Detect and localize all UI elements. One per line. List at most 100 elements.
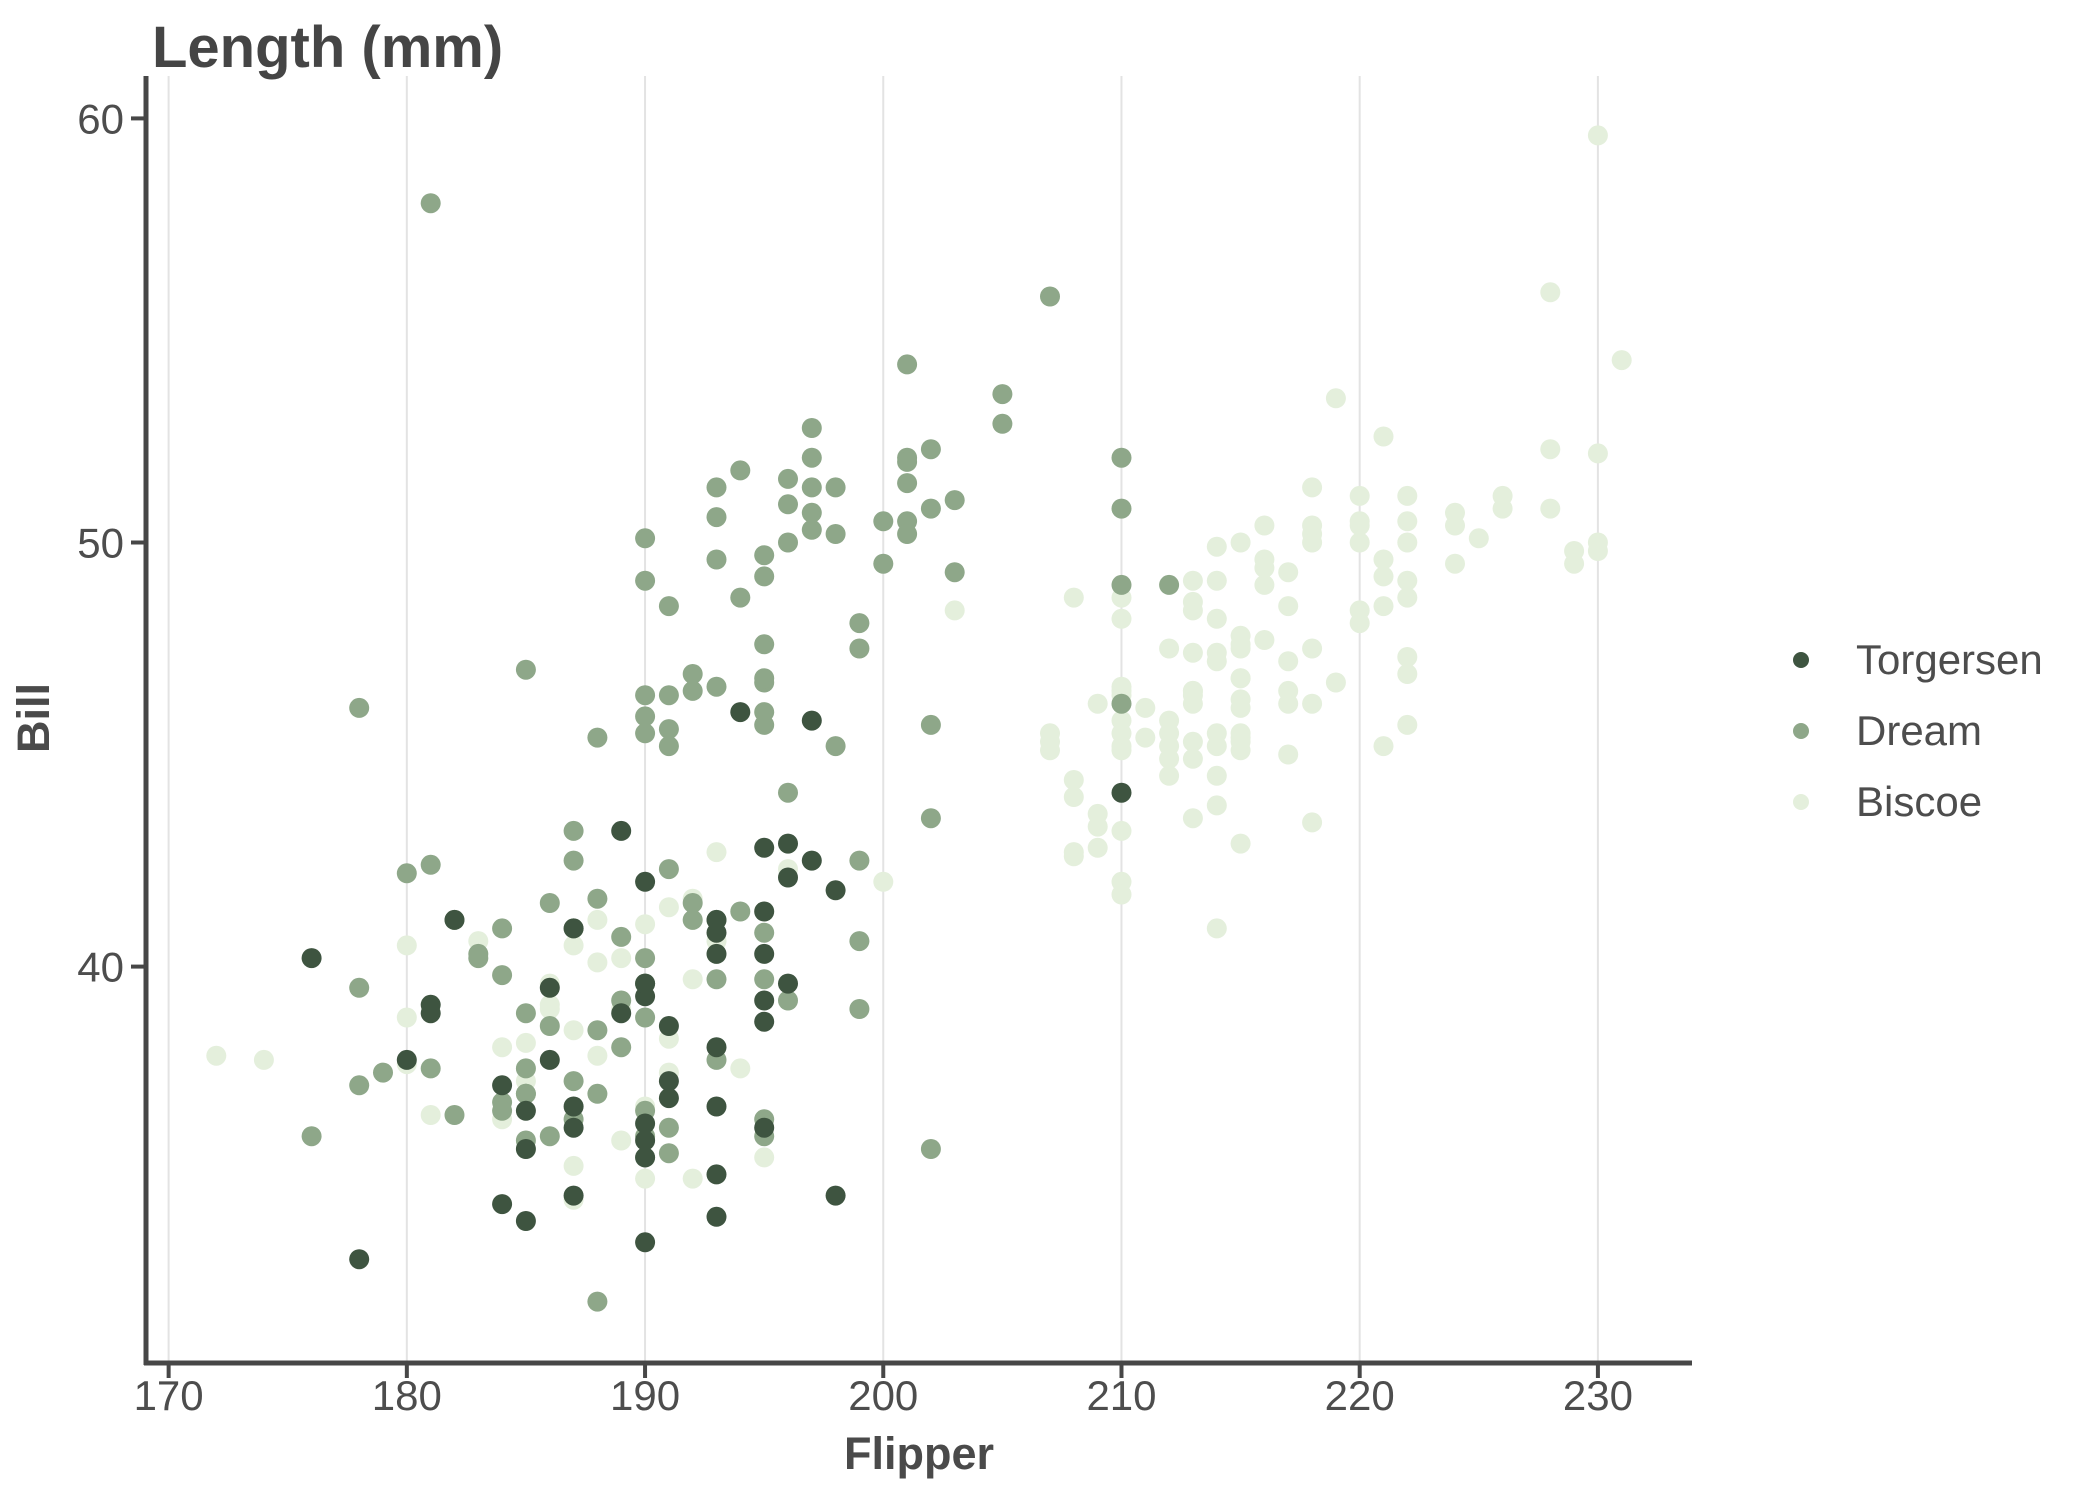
data-point-biscoe [635, 1168, 656, 1189]
data-point-torgersen [706, 922, 727, 943]
data-point-dream [420, 193, 441, 214]
data-point-dream [539, 1016, 560, 1036]
data-point-dream [754, 668, 775, 689]
data-point-dream [635, 528, 656, 549]
data-point-biscoe [1397, 647, 1418, 667]
data-point-biscoe [1349, 613, 1370, 634]
data-point-dream [658, 685, 679, 706]
data-point-dream [539, 893, 560, 913]
legend-item-label: Dream [1856, 706, 1983, 754]
data-point-torgersen [706, 1096, 727, 1117]
data-point-dream [944, 562, 965, 583]
data-point-biscoe [1587, 125, 1608, 146]
data-point-torgersen [730, 702, 751, 723]
data-point-dream [1040, 286, 1060, 307]
data-point-torgersen [1111, 782, 1132, 803]
data-point-torgersen [611, 820, 632, 841]
data-point-biscoe [1373, 596, 1394, 617]
data-point-biscoe [1159, 748, 1180, 769]
data-point-biscoe [1111, 884, 1132, 905]
data-point-torgersen [515, 1100, 536, 1121]
data-point-biscoe [1111, 820, 1132, 841]
data-point-biscoe [1159, 638, 1180, 659]
chart-title: Length (mm) [152, 15, 504, 80]
data-point-torgersen [754, 990, 775, 1011]
data-point-biscoe [706, 842, 727, 863]
y-tick-label-40: 40 [77, 944, 124, 991]
data-point-biscoe [1135, 727, 1156, 748]
data-point-biscoe [1587, 443, 1608, 464]
legend-swatch-icon [1793, 722, 1809, 739]
data-point-torgersen [444, 909, 465, 930]
data-point-dream [778, 782, 798, 803]
data-point-dream [682, 909, 703, 930]
data-point-biscoe [1063, 587, 1084, 608]
x-axis-title: Flipper [843, 1428, 995, 1479]
data-point-dream [730, 587, 751, 608]
data-point-dream [730, 460, 751, 481]
data-point-torgersen [801, 710, 822, 731]
data-point-biscoe [1230, 723, 1251, 744]
legend-item-label: Biscoe [1856, 777, 1983, 825]
data-point-dream [492, 1100, 513, 1121]
data-point-dream [754, 969, 775, 990]
data-point-biscoe [1492, 485, 1513, 506]
data-point-torgersen [778, 867, 798, 888]
data-point-torgersen [611, 1003, 632, 1024]
data-point-torgersen [563, 918, 584, 939]
data-point-torgersen [778, 973, 798, 994]
data-point-biscoe [1087, 803, 1108, 824]
data-point-biscoe [944, 600, 965, 621]
data-point-biscoe [1063, 770, 1084, 790]
data-point-biscoe [635, 914, 656, 935]
data-point-biscoe [1206, 795, 1227, 816]
data-point-torgersen [563, 1096, 584, 1117]
data-point-dream [706, 549, 727, 570]
data-point-dream [682, 893, 703, 913]
data-point-dream [515, 1083, 536, 1104]
data-point-biscoe [1349, 532, 1370, 553]
data-point-biscoe [1445, 515, 1465, 536]
data-point-biscoe [206, 1045, 227, 1066]
data-point-dream [897, 451, 918, 472]
data-point-biscoe [1397, 511, 1418, 532]
data-point-dream [492, 965, 513, 986]
data-point-dream [920, 808, 941, 829]
data-point-torgersen [658, 1088, 679, 1109]
x-tick-label-170: 170 [134, 1372, 204, 1419]
data-point-biscoe [1230, 668, 1251, 689]
data-point-dream [897, 524, 918, 544]
data-point-dream [754, 922, 775, 943]
data-point-torgersen [778, 833, 798, 854]
data-point-biscoe [1278, 744, 1299, 765]
data-point-dream [587, 1083, 608, 1104]
data-point-biscoe [682, 1168, 703, 1189]
data-point-dream [778, 990, 798, 1011]
data-point-biscoe [1063, 787, 1084, 807]
data-point-biscoe [1611, 350, 1632, 371]
data-point-biscoe [1540, 498, 1561, 519]
data-point-biscoe [1182, 591, 1203, 612]
data-point-biscoe [1111, 740, 1132, 761]
data-point-dream [849, 850, 870, 871]
data-point-dream [611, 926, 632, 947]
data-point-torgersen [754, 1011, 775, 1032]
data-point-biscoe [1182, 731, 1203, 752]
data-point-dream [897, 473, 918, 494]
data-point-biscoe [1230, 638, 1251, 659]
data-point-biscoe [1302, 515, 1323, 536]
data-point-biscoe [1063, 842, 1084, 863]
data-point-dream [706, 477, 727, 498]
data-point-dream [801, 519, 822, 540]
data-point-dream [849, 638, 870, 659]
data-point-dream [492, 918, 513, 939]
data-point-dream [635, 685, 656, 706]
data-point-torgersen [515, 1139, 536, 1159]
data-point-dream [920, 714, 941, 735]
data-point-biscoe [1135, 697, 1156, 718]
data-point-biscoe [1278, 693, 1299, 714]
data-point-biscoe [396, 935, 417, 956]
data-point-biscoe [1159, 765, 1180, 786]
